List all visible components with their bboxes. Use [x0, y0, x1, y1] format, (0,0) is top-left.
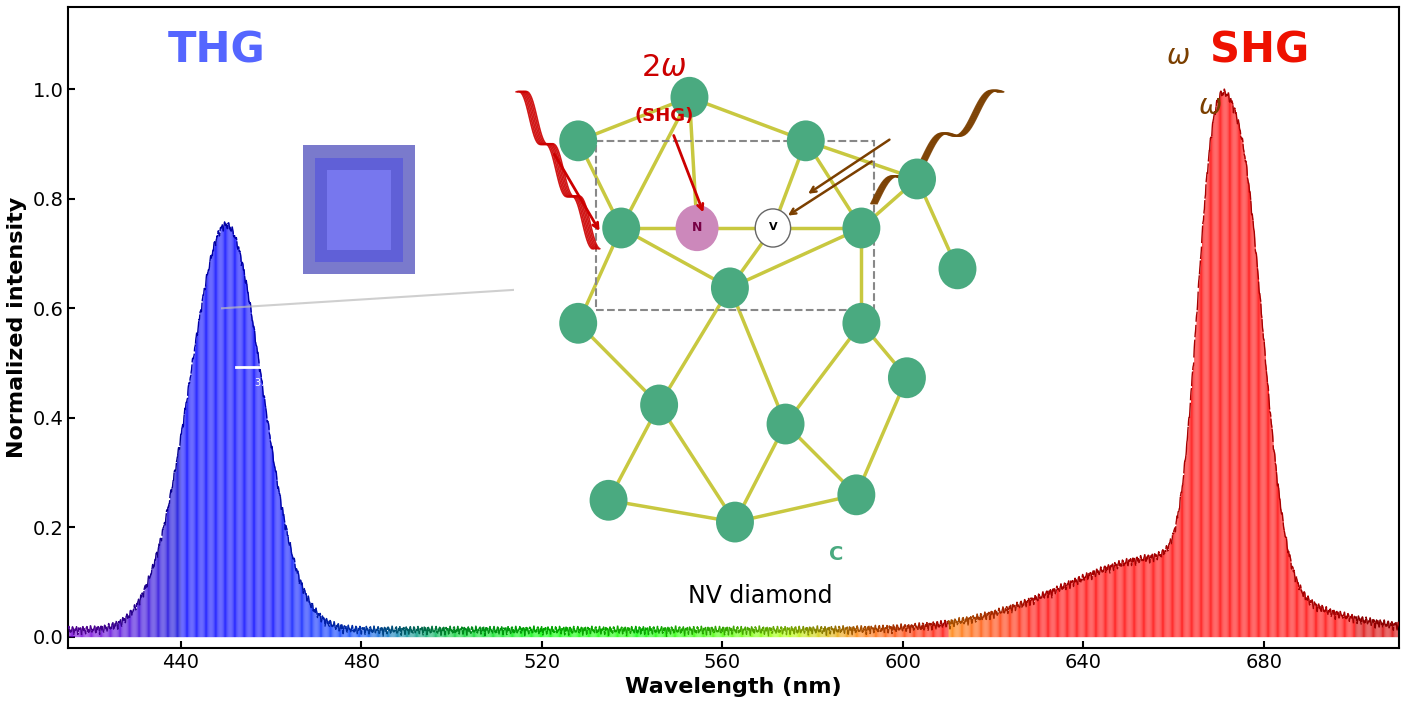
Text: THG: THG [169, 30, 266, 72]
X-axis label: Wavelength (nm): Wavelength (nm) [626, 677, 842, 697]
Y-axis label: Normalized intensity: Normalized intensity [7, 196, 27, 458]
Text: $\omega$: $\omega$ [1198, 92, 1222, 120]
Text: SHG: SHG [1209, 30, 1309, 72]
Text: $\omega$: $\omega$ [1166, 42, 1189, 70]
Text: (SHG): (SHG) [634, 108, 693, 125]
Text: $2\omega$: $2\omega$ [641, 53, 686, 82]
